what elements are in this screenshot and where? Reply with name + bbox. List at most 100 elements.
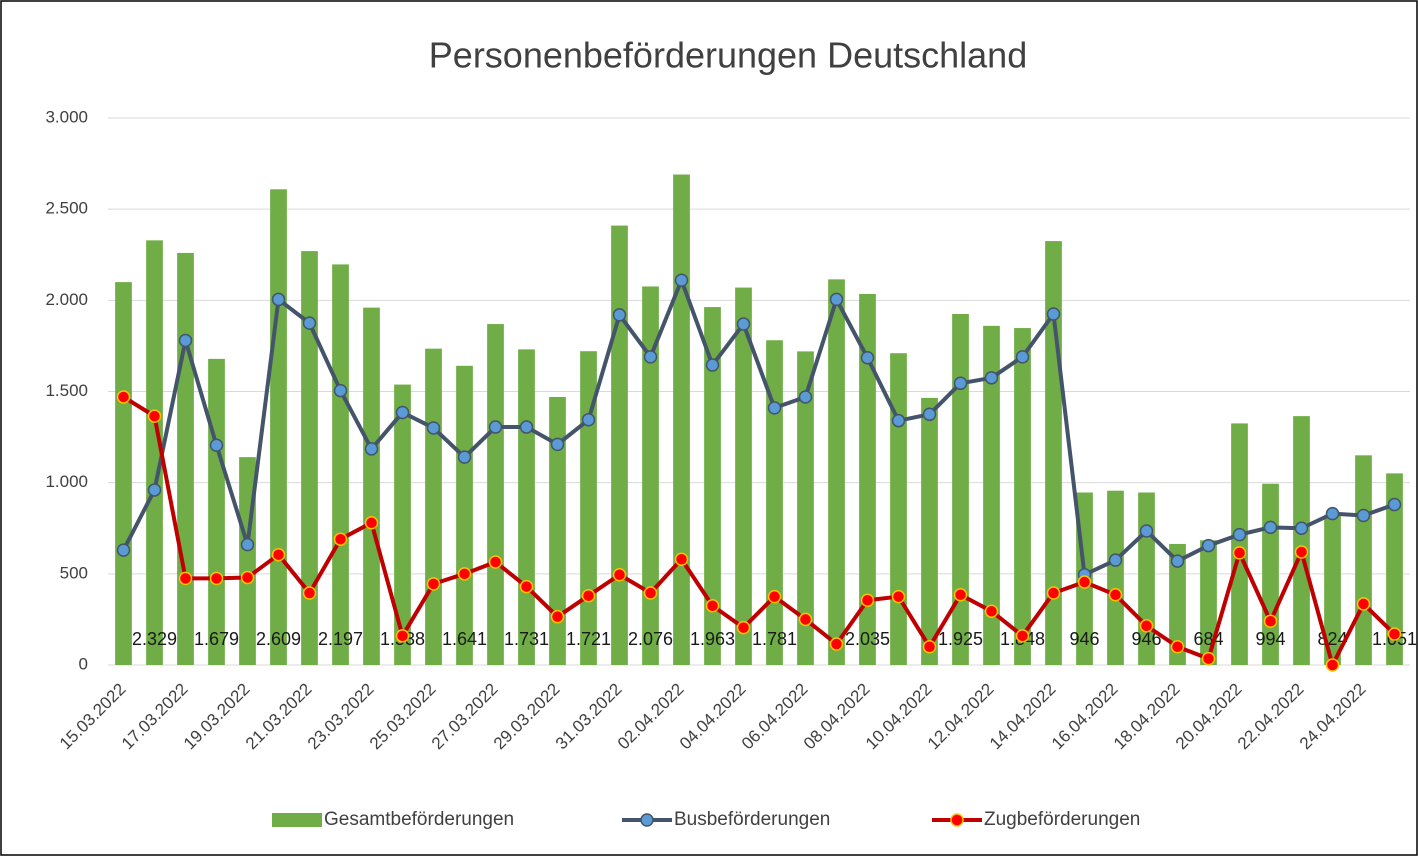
- marker: [674, 552, 689, 566]
- value-label: 994: [1255, 629, 1285, 649]
- bar: [177, 252, 194, 665]
- chart-title: Personenbeförderungen Deutschland: [429, 35, 1027, 76]
- value-label: 946: [1131, 629, 1161, 649]
- bar: [363, 307, 380, 665]
- marker: [736, 620, 751, 635]
- marker: [550, 437, 565, 452]
- marker: [612, 567, 627, 582]
- marker: [1325, 506, 1340, 521]
- value-label: 2.076: [628, 629, 673, 649]
- marker: [178, 333, 193, 348]
- marker: [1046, 307, 1061, 321]
- marker: [147, 409, 162, 423]
- marker: [302, 316, 317, 330]
- y-tick-label: 500: [60, 563, 88, 582]
- value-label: 2.329: [132, 629, 177, 649]
- value-label: 946: [1069, 629, 1099, 649]
- bar: [580, 351, 597, 665]
- legend-item: Zugbeförderungen: [932, 809, 1140, 830]
- marker: [209, 438, 224, 453]
- legend-label: Gesamtbeförderungen: [324, 809, 514, 830]
- bar: [1324, 514, 1341, 665]
- marker: [1201, 538, 1216, 553]
- value-label: 1.721: [566, 629, 611, 649]
- marker: [1108, 588, 1123, 602]
- marker: [147, 483, 162, 497]
- bar: [425, 348, 442, 665]
- marker: [1015, 350, 1030, 364]
- y-tick-label: 2.000: [45, 290, 88, 309]
- bar: [1107, 490, 1124, 665]
- marker: [581, 413, 596, 427]
- bar: [921, 397, 938, 665]
- marker: [953, 588, 968, 602]
- marker: [1077, 575, 1092, 589]
- value-label: 684: [1193, 629, 1223, 649]
- marker: [519, 579, 534, 594]
- marker: [643, 586, 658, 600]
- bar: [270, 189, 287, 665]
- marker: [333, 532, 348, 546]
- legend-marker: [640, 813, 654, 827]
- marker: [1170, 554, 1185, 568]
- marker: [457, 450, 472, 464]
- marker: [1139, 619, 1154, 633]
- marker: [426, 421, 441, 435]
- marker: [395, 629, 410, 643]
- bar: [642, 286, 659, 665]
- bar: [735, 287, 752, 665]
- bar: [1200, 540, 1217, 665]
- y-tick-label: 1.000: [45, 472, 88, 491]
- legend-item: Busbeförderungen: [622, 809, 830, 830]
- marker: [891, 589, 906, 604]
- marker: [1108, 553, 1123, 567]
- marker: [798, 612, 813, 627]
- marker: [705, 598, 720, 613]
- y-tick-label: 1.500: [45, 381, 88, 400]
- marker: [1139, 524, 1154, 538]
- marker: [984, 371, 999, 385]
- marker: [1201, 651, 1216, 666]
- bar: [518, 349, 535, 665]
- marker: [581, 588, 596, 603]
- marker: [612, 308, 627, 322]
- bar: [394, 384, 411, 665]
- marker: [395, 405, 410, 420]
- marker: [922, 407, 937, 422]
- marker: [1294, 521, 1309, 535]
- legend-item: Gesamtbeförderungen: [272, 809, 514, 830]
- value-label: 1.679: [194, 629, 239, 649]
- value-label: 2.609: [256, 629, 301, 649]
- value-label: 1.641: [442, 629, 487, 649]
- marker: [1232, 527, 1247, 542]
- bar: [952, 314, 969, 665]
- marker: [860, 593, 875, 608]
- value-label: 1.963: [690, 629, 735, 649]
- marker: [767, 401, 782, 415]
- bar: [704, 307, 721, 665]
- marker: [1170, 640, 1185, 654]
- marker: [891, 413, 906, 428]
- value-label: 1.925: [938, 629, 983, 649]
- marker: [1232, 546, 1247, 560]
- marker: [240, 570, 255, 585]
- bar: [1231, 423, 1248, 665]
- legend-swatch: [272, 813, 322, 827]
- marker: [1046, 586, 1061, 600]
- legend-label: Zugbeförderungen: [984, 809, 1140, 830]
- marker: [550, 609, 565, 624]
- bar: [146, 240, 163, 665]
- bar: [1386, 473, 1403, 665]
- marker: [860, 351, 875, 365]
- marker: [178, 571, 193, 586]
- bar: [1355, 455, 1372, 665]
- value-label: 2.035: [845, 629, 890, 649]
- marker: [829, 637, 844, 651]
- marker: [333, 383, 348, 398]
- bar: [301, 251, 318, 665]
- marker: [1356, 508, 1371, 523]
- marker: [488, 420, 503, 434]
- marker: [705, 358, 720, 372]
- bar: [208, 358, 225, 665]
